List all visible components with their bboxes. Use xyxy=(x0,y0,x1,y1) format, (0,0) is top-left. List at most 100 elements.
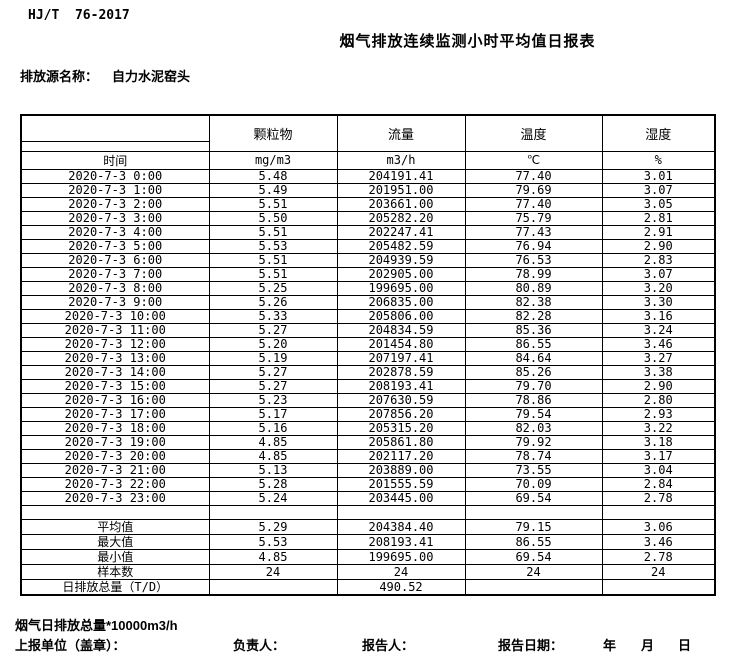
summary-row: 日排放总量（T/D） 490.52 xyxy=(20,579,716,596)
header-blank-cell-top xyxy=(20,114,210,142)
table-row: 2020-7-3 10:00 5.33 205806.00 82.28 3.16 xyxy=(20,308,716,324)
value-cell xyxy=(601,504,716,521)
value-cell: 5.23 xyxy=(208,392,338,408)
value-cell: 5.51 xyxy=(208,252,338,268)
time-cell: 2020-7-3 15:00 xyxy=(20,378,210,394)
value-cell: 3.18 xyxy=(601,434,716,450)
time-cell: 2020-7-3 6:00 xyxy=(20,252,210,268)
table-row: 2020-7-3 0:00 5.48 204191.41 77.40 3.01 xyxy=(20,168,716,184)
value-cell: 201454.80 xyxy=(336,336,466,352)
table-row: 2020-7-3 22:00 5.28 201555.59 70.09 2.84 xyxy=(20,476,716,492)
value-cell: 5.49 xyxy=(208,182,338,198)
unit-temperature: ℃ xyxy=(464,150,603,170)
value-cell: 69.54 xyxy=(464,549,603,566)
value-cell: 3.20 xyxy=(601,280,716,296)
value-cell: 3.46 xyxy=(601,336,716,352)
value-cell: 204939.59 xyxy=(336,252,466,268)
value-cell: 202878.59 xyxy=(336,364,466,380)
emission-source-label: 排放源名称： xyxy=(20,69,99,84)
value-cell: 5.20 xyxy=(208,336,338,352)
summary-row: 平均值 5.29 204384.40 79.15 3.06 xyxy=(20,519,716,536)
value-cell: 5.24 xyxy=(208,490,338,506)
value-cell xyxy=(601,579,716,596)
value-cell: 2.91 xyxy=(601,224,716,240)
value-cell xyxy=(208,504,338,521)
value-cell: 79.70 xyxy=(464,378,603,394)
standard-code: HJ/T 76-2017 xyxy=(28,8,130,23)
value-cell: 5.51 xyxy=(208,196,338,212)
value-cell: 5.27 xyxy=(208,378,338,394)
table-row: 2020-7-3 9:00 5.26 206835.00 82.38 3.30 xyxy=(20,294,716,310)
time-cell: 2020-7-3 13:00 xyxy=(20,350,210,366)
value-cell: 201951.00 xyxy=(336,182,466,198)
table-row: 2020-7-3 13:00 5.19 207197.41 84.64 3.27 xyxy=(20,350,716,366)
value-cell: 78.86 xyxy=(464,392,603,408)
monitoring-data-table: 颗粒物 流量 温度 湿度 时间 mg/m3 m3/h ℃ % 2020-7-3 … xyxy=(20,114,716,597)
value-cell: 73.55 xyxy=(464,462,603,478)
value-cell: 5.51 xyxy=(208,266,338,282)
table-row: 2020-7-3 5:00 5.53 205482.59 76.94 2.90 xyxy=(20,238,716,254)
time-cell: 2020-7-3 18:00 xyxy=(20,420,210,436)
time-cell: 2020-7-3 17:00 xyxy=(20,406,210,422)
column-header-humidity: 湿度 xyxy=(601,114,716,152)
value-cell: 202247.41 xyxy=(336,224,466,240)
value-cell: 5.26 xyxy=(208,294,338,310)
unit-humidity: % xyxy=(601,150,716,170)
value-cell: 77.43 xyxy=(464,224,603,240)
table-body: 2020-7-3 0:00 5.48 204191.41 77.40 3.01 2020-… xyxy=(20,168,716,596)
time-cell: 2020-7-3 1:00 xyxy=(20,182,210,198)
value-cell: 2.78 xyxy=(601,490,716,506)
table-row: 2020-7-3 20:00 4.85 202117.20 78.74 3.17 xyxy=(20,448,716,464)
value-cell: 3.16 xyxy=(601,308,716,324)
value-cell: 86.55 xyxy=(464,336,603,352)
summary-label-cell: 最小值 xyxy=(20,549,210,566)
time-cell: 2020-7-3 3:00 xyxy=(20,210,210,226)
table-row: 2020-7-3 14:00 5.27 202878.59 85.26 3.38 xyxy=(20,364,716,380)
value-cell: 5.53 xyxy=(208,238,338,254)
value-cell: 5.16 xyxy=(208,420,338,436)
unit-flow: m3/h xyxy=(336,150,466,170)
time-cell: 2020-7-3 5:00 xyxy=(20,238,210,254)
time-cell: 2020-7-3 7:00 xyxy=(20,266,210,282)
value-cell: 2.93 xyxy=(601,406,716,422)
value-cell: 3.04 xyxy=(601,462,716,478)
value-cell: 205482.59 xyxy=(336,238,466,254)
summary-label-cell: 最大值 xyxy=(20,534,210,551)
table-row: 2020-7-3 23:00 5.24 203445.00 69.54 2.78 xyxy=(20,490,716,506)
value-cell: 5.53 xyxy=(208,534,338,551)
value-cell: 3.46 xyxy=(601,534,716,551)
value-cell: 24 xyxy=(208,564,338,581)
value-cell: 3.27 xyxy=(601,350,716,366)
table-row: 2020-7-3 2:00 5.51 203661.00 77.40 3.05 xyxy=(20,196,716,212)
value-cell: 199695.00 xyxy=(336,549,466,566)
value-cell: 202905.00 xyxy=(336,266,466,282)
table-row: 2020-7-3 8:00 5.25 199695.00 80.89 3.20 xyxy=(20,280,716,296)
summary-label-cell: 样本数 xyxy=(20,564,210,581)
value-cell: 490.52 xyxy=(336,579,466,596)
table-header: 颗粒物 流量 温度 湿度 时间 mg/m3 m3/h ℃ % xyxy=(20,114,716,170)
value-cell: 205315.20 xyxy=(336,420,466,436)
value-cell: 207856.20 xyxy=(336,406,466,422)
report-date-label: 报告日期： xyxy=(498,638,564,653)
value-cell: 70.09 xyxy=(464,476,603,492)
value-cell: 2.90 xyxy=(601,378,716,394)
value-cell: 80.89 xyxy=(464,280,603,296)
table-row: 2020-7-3 17:00 5.17 207856.20 79.54 2.93 xyxy=(20,406,716,422)
value-cell: 5.13 xyxy=(208,462,338,478)
value-cell: 24 xyxy=(601,564,716,581)
value-cell: 5.29 xyxy=(208,519,338,536)
value-cell: 3.17 xyxy=(601,448,716,464)
value-cell: 203445.00 xyxy=(336,490,466,506)
emission-source-line: 排放源名称： 自力水泥窑头 xyxy=(20,66,190,85)
value-cell: 85.36 xyxy=(464,322,603,338)
table-row: 2020-7-3 4:00 5.51 202247.41 77.43 2.91 xyxy=(20,224,716,240)
value-cell: 202117.20 xyxy=(336,448,466,464)
time-cell: 2020-7-3 0:00 xyxy=(20,168,210,184)
value-cell: 2.84 xyxy=(601,476,716,492)
value-cell: 78.74 xyxy=(464,448,603,464)
summary-row: 样本数 24 24 24 24 xyxy=(20,564,716,581)
value-cell: 82.38 xyxy=(464,294,603,310)
summary-label-cell: 平均值 xyxy=(20,519,210,536)
table-row: 2020-7-3 12:00 5.20 201454.80 86.55 3.46 xyxy=(20,336,716,352)
